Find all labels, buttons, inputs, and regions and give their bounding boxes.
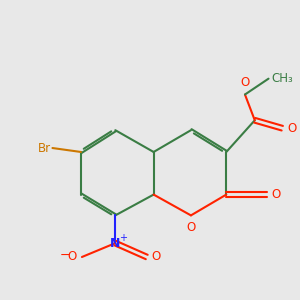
Text: CH₃: CH₃ xyxy=(272,72,293,85)
Text: Br: Br xyxy=(38,142,51,154)
Text: N: N xyxy=(110,237,121,250)
Text: O: O xyxy=(68,250,76,263)
Text: O: O xyxy=(288,122,297,135)
Text: +: + xyxy=(119,233,127,243)
Text: O: O xyxy=(272,188,281,201)
Text: O: O xyxy=(186,221,196,234)
Text: O: O xyxy=(151,250,160,263)
Text: −: − xyxy=(60,249,70,262)
Text: O: O xyxy=(240,76,250,89)
